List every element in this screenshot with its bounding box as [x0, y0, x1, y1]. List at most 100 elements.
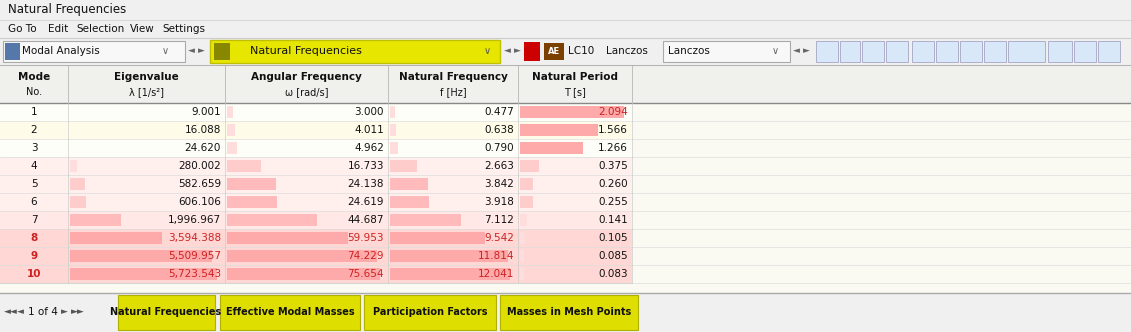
Bar: [0, 65, 1131, 103]
Bar: [960, 41, 982, 62]
Text: 5,509.957: 5,509.957: [169, 251, 221, 261]
Text: 75.654: 75.654: [347, 269, 385, 279]
Bar: [632, 193, 1131, 211]
Bar: [390, 160, 416, 172]
Text: LC10: LC10: [568, 46, 594, 56]
Bar: [0, 211, 632, 229]
Bar: [520, 232, 525, 244]
Text: ∨: ∨: [484, 46, 491, 56]
Bar: [214, 43, 230, 60]
Bar: [227, 160, 261, 172]
Bar: [70, 196, 86, 208]
Text: 24.619: 24.619: [347, 197, 385, 207]
Text: 10: 10: [27, 269, 41, 279]
Text: 3.842: 3.842: [484, 179, 513, 189]
Bar: [984, 41, 1005, 62]
Bar: [632, 121, 1131, 139]
Text: 59.953: 59.953: [347, 233, 385, 243]
Text: ∨: ∨: [772, 46, 779, 56]
Text: ►: ►: [198, 46, 205, 55]
Text: Edit: Edit: [48, 24, 68, 34]
Bar: [390, 214, 460, 226]
Text: Natural Period: Natural Period: [532, 72, 618, 82]
Bar: [70, 232, 163, 244]
Text: 24.138: 24.138: [347, 179, 385, 189]
Bar: [0, 247, 632, 265]
Text: ►: ►: [513, 46, 521, 55]
Bar: [520, 106, 624, 118]
Bar: [210, 40, 500, 63]
Bar: [70, 268, 217, 280]
Text: 4: 4: [31, 161, 37, 171]
Bar: [632, 211, 1131, 229]
Text: T [s]: T [s]: [564, 87, 586, 97]
Text: 6: 6: [31, 197, 37, 207]
Text: 11.814: 11.814: [477, 251, 513, 261]
Text: 0.105: 0.105: [598, 233, 628, 243]
Bar: [227, 142, 238, 154]
Bar: [500, 295, 638, 330]
Text: Natural Frequencies: Natural Frequencies: [111, 307, 222, 317]
Text: 0.085: 0.085: [598, 251, 628, 261]
Bar: [520, 214, 527, 226]
Bar: [0, 283, 1131, 293]
Bar: [632, 175, 1131, 193]
Bar: [520, 178, 533, 190]
Bar: [390, 232, 485, 244]
Text: Masses in Mesh Points: Masses in Mesh Points: [507, 307, 631, 317]
Bar: [0, 121, 632, 139]
Text: 0.375: 0.375: [598, 161, 628, 171]
Bar: [0, 139, 632, 157]
Text: Eigenvalue: Eigenvalue: [114, 72, 179, 82]
Text: ►: ►: [61, 307, 68, 316]
Text: 3: 3: [31, 143, 37, 153]
Text: 12.041: 12.041: [477, 269, 513, 279]
Bar: [227, 178, 276, 190]
Bar: [0, 157, 632, 175]
Text: ω [rad/s]: ω [rad/s]: [285, 87, 328, 97]
Text: ◄: ◄: [793, 46, 800, 55]
Text: 3.918: 3.918: [484, 197, 513, 207]
Bar: [663, 41, 789, 62]
Bar: [632, 265, 1131, 283]
Bar: [390, 106, 395, 118]
Text: Selection: Selection: [76, 24, 124, 34]
Bar: [5, 43, 20, 60]
Text: 0.255: 0.255: [598, 197, 628, 207]
Bar: [632, 139, 1131, 157]
Text: 9.001: 9.001: [191, 107, 221, 117]
Text: 2.094: 2.094: [598, 107, 628, 117]
Text: 5: 5: [31, 179, 37, 189]
Bar: [70, 250, 211, 262]
Bar: [227, 124, 235, 136]
Bar: [0, 229, 632, 247]
Text: 1: 1: [31, 107, 37, 117]
Text: ∨: ∨: [162, 46, 170, 56]
Bar: [524, 42, 539, 61]
Text: No.: No.: [26, 87, 42, 97]
Bar: [0, 175, 632, 193]
Bar: [520, 124, 598, 136]
Text: AE: AE: [547, 46, 560, 55]
Text: 0.638: 0.638: [484, 125, 513, 135]
Bar: [221, 295, 360, 330]
Text: Go To: Go To: [8, 24, 36, 34]
Bar: [520, 142, 582, 154]
Text: 8: 8: [31, 233, 37, 243]
Bar: [1048, 41, 1072, 62]
Bar: [390, 196, 429, 208]
Bar: [1008, 41, 1045, 62]
Text: 0.260: 0.260: [598, 179, 628, 189]
Bar: [227, 106, 233, 118]
Bar: [632, 103, 1131, 121]
Bar: [390, 250, 508, 262]
Text: ◄: ◄: [504, 46, 511, 55]
Bar: [0, 0, 1131, 20]
Text: f [Hz]: f [Hz]: [440, 87, 466, 97]
Bar: [0, 38, 1131, 65]
Bar: [390, 178, 429, 190]
Bar: [0, 193, 632, 211]
Text: View: View: [130, 24, 155, 34]
Bar: [118, 295, 215, 330]
Bar: [390, 124, 396, 136]
